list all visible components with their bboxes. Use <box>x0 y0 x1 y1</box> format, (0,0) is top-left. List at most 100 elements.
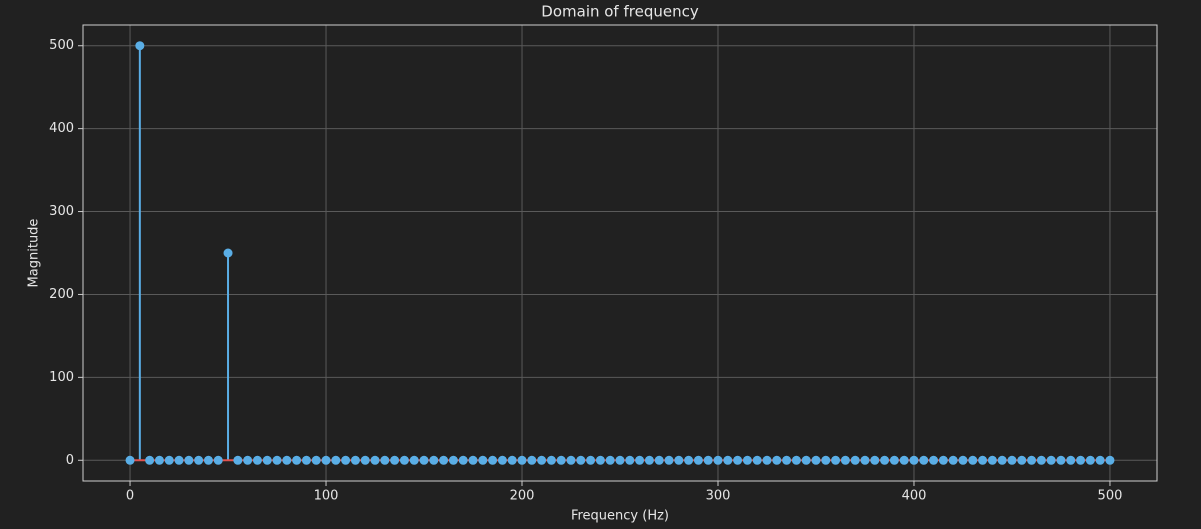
x-tick-label: 500 <box>1098 489 1123 504</box>
y-tick-label: 0 <box>66 453 74 468</box>
stem-marker <box>870 455 880 465</box>
stem-marker <box>625 455 635 465</box>
stem-marker <box>987 455 997 465</box>
stem-marker <box>664 455 674 465</box>
stem-marker <box>380 455 390 465</box>
x-tick-label: 300 <box>706 489 731 504</box>
x-tick-label: 0 <box>126 489 134 504</box>
stem-marker <box>635 455 645 465</box>
stem-marker <box>821 455 831 465</box>
stem-marker <box>674 455 684 465</box>
stem-marker <box>164 455 174 465</box>
stem-marker <box>478 455 488 465</box>
stem-marker <box>1076 455 1086 465</box>
stem-marker <box>311 455 321 465</box>
stem-marker <box>517 455 527 465</box>
plot-frame <box>82 24 1158 482</box>
stem-marker <box>213 455 223 465</box>
stem-marker <box>782 455 792 465</box>
stem-marker <box>1085 455 1095 465</box>
stem-marker <box>1046 455 1056 465</box>
stem-marker <box>370 455 380 465</box>
stem-marker <box>1036 455 1046 465</box>
stem-marker <box>546 455 556 465</box>
stem-marker <box>586 455 596 465</box>
stem-marker <box>1056 455 1066 465</box>
stem-marker <box>1017 455 1027 465</box>
stem-marker <box>301 455 311 465</box>
stem-marker <box>184 455 194 465</box>
stem-marker <box>958 455 968 465</box>
stem-marker <box>272 455 282 465</box>
stem-marker <box>919 455 929 465</box>
y-tick-label: 500 <box>49 38 74 53</box>
stem-marker <box>831 455 841 465</box>
stem-marker <box>909 455 919 465</box>
stem-marker <box>497 455 507 465</box>
stem-marker <box>791 455 801 465</box>
stem-marker <box>713 455 723 465</box>
stem-marker <box>684 455 694 465</box>
y-tick-label: 400 <box>49 121 74 136</box>
stem-marker <box>1105 455 1115 465</box>
stem-marker <box>527 455 537 465</box>
y-tick-label: 100 <box>49 370 74 385</box>
stem-marker <box>341 455 351 465</box>
stem-marker <box>468 455 478 465</box>
stem-marker <box>282 455 292 465</box>
stem-marker <box>742 455 752 465</box>
stem-marker <box>772 455 782 465</box>
stem-marker <box>880 455 890 465</box>
stem-marker <box>948 455 958 465</box>
stem-marker <box>350 455 360 465</box>
x-tick-label: 100 <box>314 489 339 504</box>
stem-marker <box>595 455 605 465</box>
y-tick-label: 200 <box>49 287 74 302</box>
stem-marker <box>615 455 625 465</box>
stem-marker <box>448 455 458 465</box>
stem-marker <box>1007 455 1017 465</box>
stem-marker <box>145 455 155 465</box>
stem-marker <box>644 455 654 465</box>
stem-marker <box>850 455 860 465</box>
stem-marker <box>978 455 988 465</box>
stem-marker <box>997 455 1007 465</box>
stem-marker <box>360 455 370 465</box>
stem-marker <box>938 455 948 465</box>
stem-marker <box>654 455 664 465</box>
stem-marker <box>488 455 498 465</box>
y-axis-label: Magnitude <box>27 219 42 288</box>
x-axis-label: Frequency (Hz) <box>571 509 669 524</box>
stem-marker <box>566 455 576 465</box>
stem-marker <box>409 455 419 465</box>
stem-marker <box>703 455 713 465</box>
stem-marker <box>135 41 145 51</box>
stem-marker <box>576 455 586 465</box>
stem-marker <box>1095 455 1105 465</box>
stem-marker <box>233 455 243 465</box>
y-tick-label: 300 <box>49 204 74 219</box>
stem-marker <box>262 455 272 465</box>
stem-marker <box>752 455 762 465</box>
stem-marker <box>556 455 566 465</box>
stem-marker <box>429 455 439 465</box>
stem-marker <box>331 455 341 465</box>
stem-marker <box>929 455 939 465</box>
stem-marker <box>968 455 978 465</box>
stem-marker <box>439 455 449 465</box>
stem-marker <box>458 455 468 465</box>
stem-marker <box>203 455 213 465</box>
stem-marker <box>840 455 850 465</box>
stem-marker <box>860 455 870 465</box>
stem-marker <box>1066 455 1076 465</box>
stem-marker <box>811 455 821 465</box>
stem-marker <box>507 455 517 465</box>
stem-marker <box>801 455 811 465</box>
stem-marker <box>693 455 703 465</box>
stem-marker <box>399 455 409 465</box>
stem-marker <box>194 455 204 465</box>
stem-marker <box>252 455 262 465</box>
